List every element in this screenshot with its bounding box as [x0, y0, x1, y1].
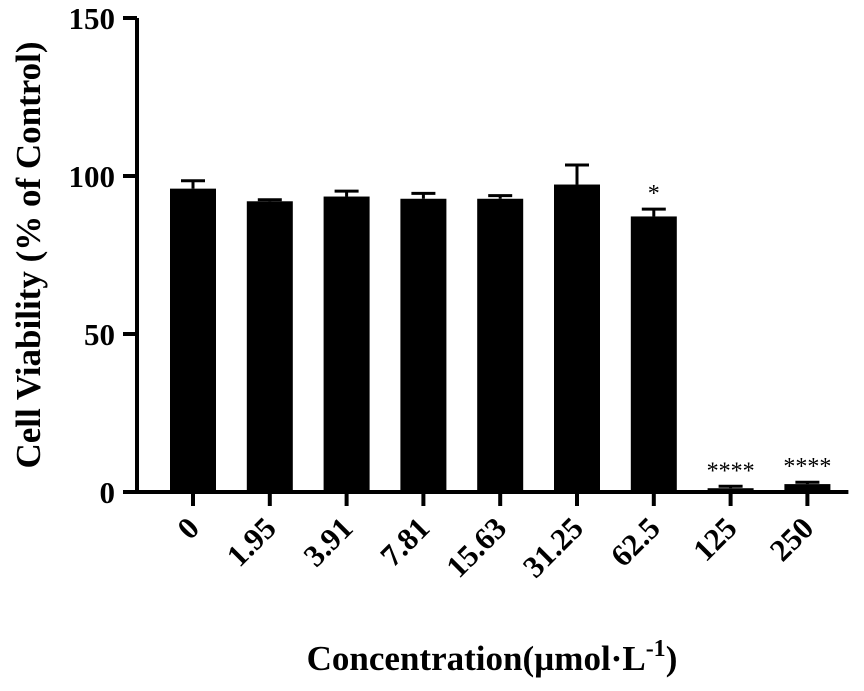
significance-label: **** [783, 454, 831, 480]
x-category-label: 125 [686, 510, 744, 568]
x-axis-title-main: Concentration(µmol·L [307, 639, 646, 678]
significance-label: **** [707, 458, 755, 484]
bar [554, 184, 600, 493]
bar [170, 188, 216, 492]
bars-layer [170, 184, 831, 493]
x-category-label: 15.63 [439, 510, 513, 584]
x-category-label: 0 [170, 510, 206, 546]
y-tick-label: 150 [69, 1, 116, 36]
x-axis-title-superscript: -1 [646, 636, 666, 662]
x-category-label: 62.5 [604, 510, 667, 573]
x-category-label: 3.91 [296, 510, 359, 573]
y-axis-title: Cell Viability (% of Control) [9, 41, 48, 468]
x-category-label: 1.95 [220, 510, 283, 573]
bar [400, 198, 447, 492]
x-ticks-layer: 0 1.95 3.91 7.81 15.63 31.25 62.5 125 250 [170, 492, 820, 584]
bar [630, 216, 677, 492]
y-ticks-layer: 0 50 100 150 [69, 1, 137, 510]
y-tick-label: 0 [100, 475, 116, 510]
x-axis-title: Concentration(µmol·L-1) [307, 636, 678, 678]
bar [246, 201, 293, 492]
x-axis-title-suffix: ) [666, 639, 678, 678]
x-category-label: 31.25 [516, 510, 590, 584]
significance-label: * [648, 181, 660, 207]
y-tick-label: 100 [69, 159, 116, 194]
bar [477, 198, 524, 492]
significance-layer: ***** **** [648, 181, 832, 484]
y-tick-label: 50 [84, 317, 115, 352]
bar [323, 196, 370, 493]
x-category-label: 7.81 [373, 510, 436, 573]
x-category-label: 250 [763, 510, 821, 568]
bar [784, 484, 831, 492]
error-bars-layer [181, 163, 820, 489]
